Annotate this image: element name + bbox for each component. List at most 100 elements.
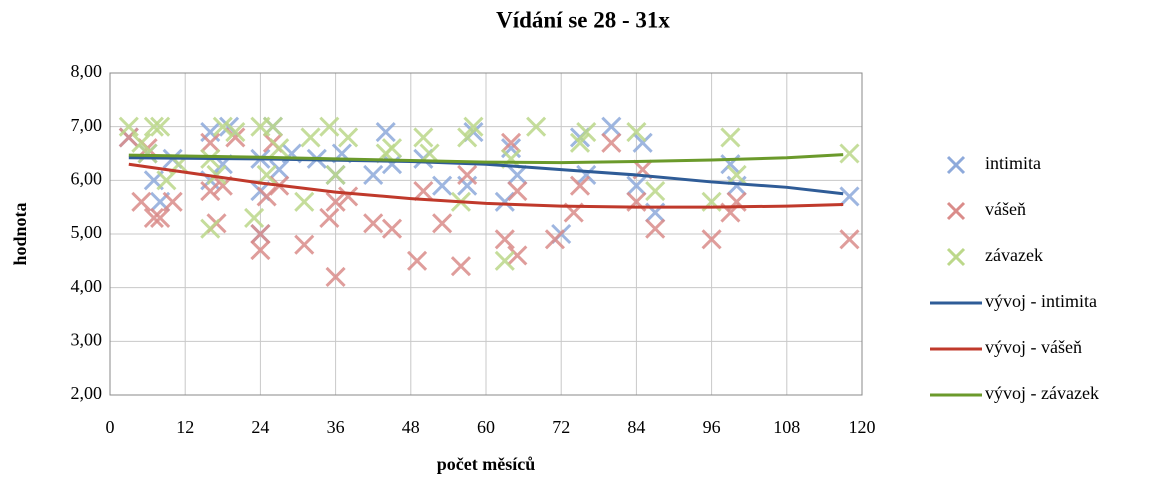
marker-stroke [325, 164, 346, 186]
marker-stroke [200, 132, 221, 153]
point [200, 218, 221, 239]
point [325, 191, 346, 212]
point [507, 164, 528, 186]
point [463, 116, 484, 137]
marker-stroke [150, 207, 171, 228]
point [381, 154, 403, 175]
marker-stroke [319, 207, 340, 228]
point [319, 207, 340, 228]
point [225, 121, 246, 143]
marker-stroke [319, 116, 340, 137]
legend-label: intimita [985, 153, 1041, 173]
trend-line [128, 153, 844, 165]
x-tick-label: 24 [251, 417, 269, 437]
point [294, 191, 315, 212]
point [250, 223, 271, 245]
marker-stroke [212, 116, 233, 137]
marker-stroke [137, 143, 158, 164]
point [626, 121, 647, 143]
point [256, 164, 277, 186]
point [494, 250, 515, 271]
x-tick-label: 0 [106, 417, 115, 437]
marker-stroke [131, 132, 152, 153]
marker-stroke [206, 164, 227, 186]
legend-swatch [946, 155, 966, 175]
legend-label: vývoj - vášeň [985, 337, 1082, 357]
marker-stroke [576, 121, 597, 143]
point [200, 181, 221, 202]
point [507, 245, 528, 266]
point [150, 116, 171, 137]
marker-stroke [526, 116, 547, 137]
marker-stroke [457, 127, 478, 148]
marker-stroke [645, 218, 666, 239]
point [262, 116, 283, 137]
marker-stroke [381, 154, 403, 175]
marker-stroke [150, 116, 171, 137]
marker-stroke [300, 127, 321, 148]
marker-stroke [325, 191, 346, 212]
marker-stroke [632, 132, 653, 153]
marker-stroke [200, 218, 221, 239]
point [212, 116, 233, 137]
point [457, 127, 478, 148]
marker-stroke [569, 132, 591, 153]
marker-stroke [162, 191, 183, 212]
marker-stroke [156, 170, 177, 191]
legend-label: vášeň [985, 199, 1026, 219]
point [381, 138, 403, 159]
marker-stroke [250, 223, 271, 245]
point [131, 191, 152, 212]
point [839, 143, 860, 164]
point [143, 207, 164, 228]
marker-stroke [507, 245, 528, 266]
point [300, 127, 321, 148]
plot-frame [109, 72, 863, 396]
marker-stroke [601, 116, 622, 137]
marker-stroke [839, 186, 860, 207]
point [162, 191, 183, 212]
x-tick-label: 36 [327, 417, 345, 437]
marker-stroke [256, 164, 277, 186]
point [632, 132, 653, 153]
point [200, 132, 221, 153]
marker-stroke [501, 132, 522, 153]
marker-stroke [839, 143, 860, 164]
legend-label: závazek [985, 245, 1043, 265]
marker-stroke [576, 164, 597, 186]
marker-stroke [450, 256, 471, 277]
point [413, 127, 434, 148]
point [450, 256, 471, 277]
marker-stroke [701, 229, 722, 250]
point [244, 207, 265, 228]
point [363, 164, 384, 186]
point [319, 116, 340, 137]
marker-stroke [250, 240, 271, 261]
point [544, 229, 565, 250]
legend-swatch [946, 247, 966, 267]
point [494, 229, 515, 250]
marker-stroke [645, 181, 666, 202]
point [325, 164, 346, 186]
marker-stroke [946, 155, 966, 175]
point [156, 170, 177, 191]
chart-title: Vídání se 28 - 31x [496, 7, 670, 32]
point [501, 132, 522, 153]
legend-label: vývoj - závazek [985, 383, 1099, 403]
point [839, 229, 860, 250]
point [576, 121, 597, 143]
y-axis-label: hodnota [10, 202, 30, 265]
marker-stroke [269, 138, 290, 159]
x-axis-label: počet měsíců [437, 454, 535, 474]
marker-stroke [407, 250, 428, 271]
marker-stroke [118, 116, 139, 137]
marker-stroke [569, 175, 591, 196]
point [150, 207, 171, 228]
point [118, 116, 139, 137]
point [601, 132, 622, 153]
x-tick-label: 12 [176, 417, 194, 437]
marker-stroke [325, 266, 346, 287]
y-tick-label: 2,00 [71, 383, 103, 403]
x-tick-label: 108 [773, 417, 800, 437]
marker-stroke [381, 138, 403, 159]
